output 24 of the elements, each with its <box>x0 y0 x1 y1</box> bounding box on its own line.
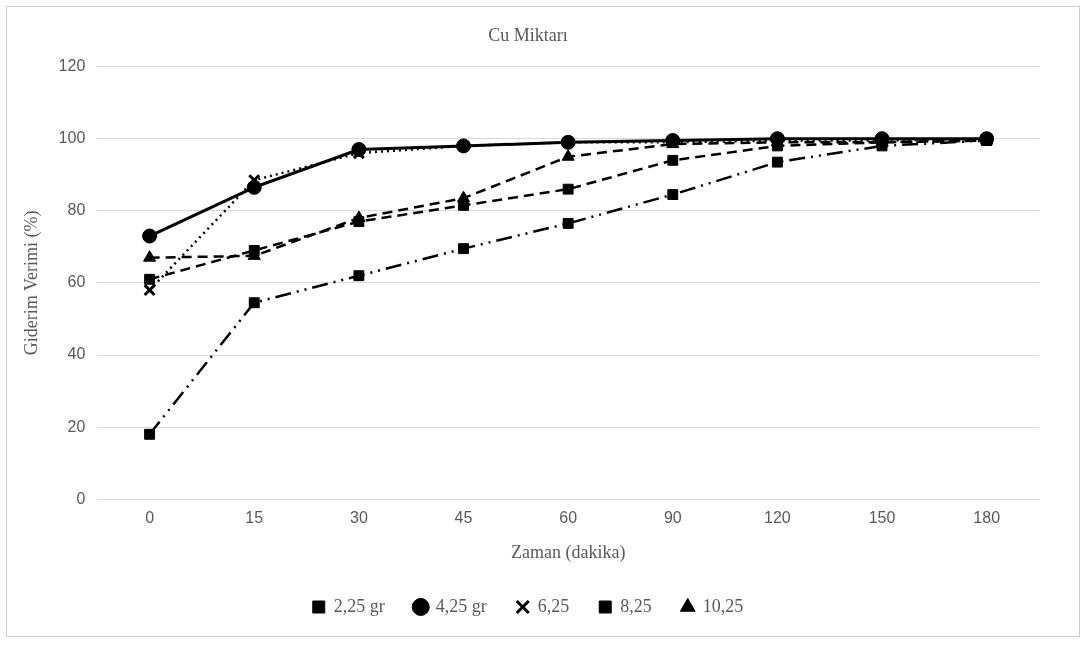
x-tick-label: 60 <box>559 509 578 527</box>
x-tick-label: 45 <box>454 509 473 527</box>
y-tick-label: 60 <box>67 273 86 291</box>
y-tick-label: 120 <box>58 57 86 75</box>
x-axis-title: Zaman (dakika) <box>510 541 626 563</box>
legend-label: 10,25 <box>702 595 744 616</box>
x-tick-label: 90 <box>663 509 682 527</box>
x-tick-label: 0 <box>145 509 155 527</box>
legend-label: 6,25 <box>537 595 570 616</box>
legend-label: 8,25 <box>620 595 652 616</box>
x-tick-label: 150 <box>868 509 896 527</box>
y-tick-label: 100 <box>58 129 86 147</box>
chart-title: Cu Miktarı <box>488 24 568 45</box>
x-tick-label: 180 <box>973 509 1001 527</box>
x-tick-label: 120 <box>764 509 791 527</box>
y-tick-label: 20 <box>67 417 86 435</box>
y-axis-title: Giderim Verimi (%) <box>20 210 42 356</box>
y-tick-label: 40 <box>67 345 86 363</box>
y-tick-label: 0 <box>76 489 86 507</box>
x-tick-label: 30 <box>349 509 368 527</box>
y-tick-label: 80 <box>67 201 86 219</box>
x-tick-label: 15 <box>245 509 264 527</box>
legend-label: 2,25 gr <box>333 595 385 616</box>
legend-label: 4,25 gr <box>435 595 487 616</box>
